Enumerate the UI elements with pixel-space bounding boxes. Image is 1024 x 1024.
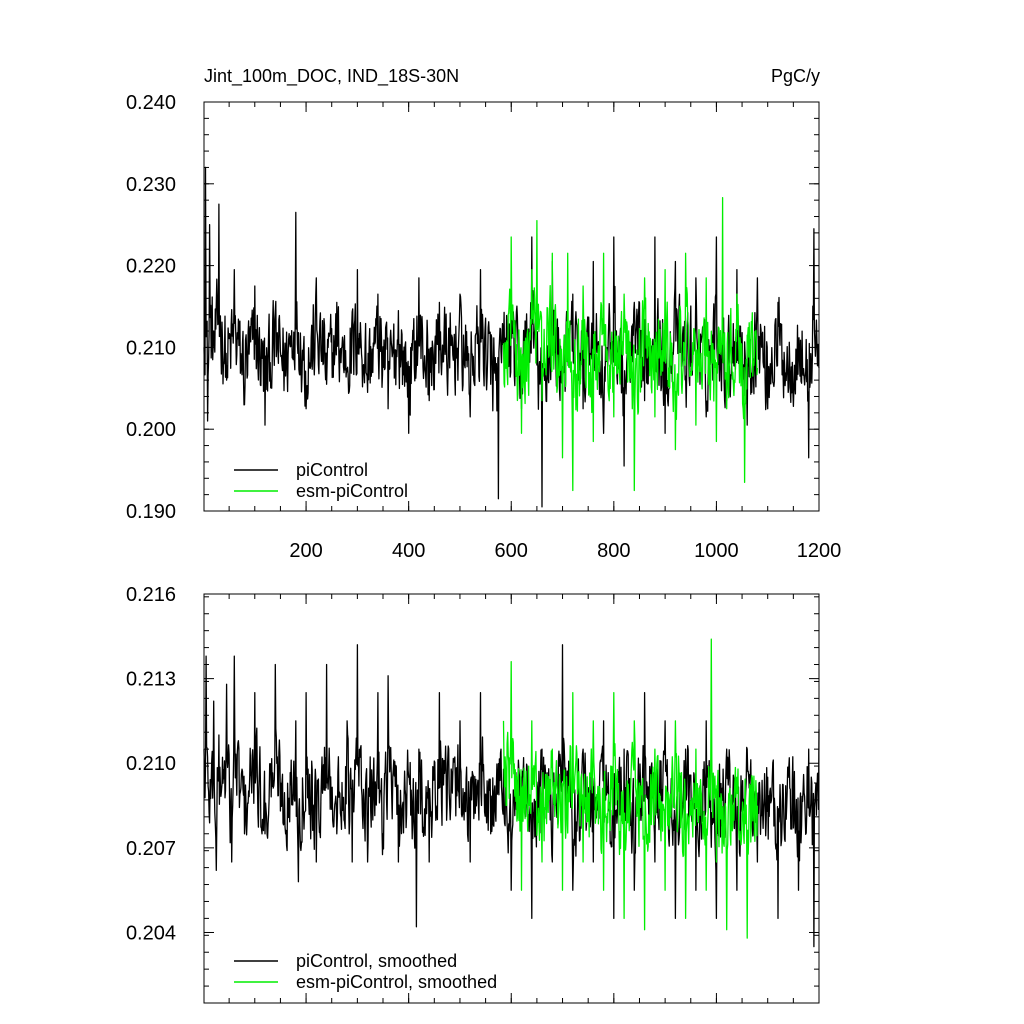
x-tick-label: 1200 (797, 540, 842, 562)
legend-label: piControl (296, 460, 368, 480)
series-line-esm-picontrol-smoothed (502, 638, 759, 939)
x-tick-label: 400 (392, 540, 425, 562)
y-tick-label: 0.230 (126, 174, 176, 196)
y-tick-label: 0.216 (126, 584, 176, 606)
panel-top: Jint_100m_DOC, IND_18S-30N PgC/y 0.1900.… (126, 66, 841, 562)
x-tick-labels-top: 200 400 600 800 1000 1200 (289, 540, 841, 562)
x-tick-label: 1000 (694, 540, 739, 562)
y-tick-labels-bottom: 0.204 0.207 0.210 0.213 0.216 (126, 584, 176, 944)
y-tick-label: 0.200 (126, 419, 176, 441)
legend-label: esm-piControl (296, 481, 408, 501)
tick-marks-bottom (204, 593, 820, 1004)
y-tick-label: 0.190 (126, 501, 176, 523)
panel-bottom: 0.204 0.207 0.210 0.213 0.216 piControl, smo… (126, 584, 820, 1004)
units-label: PgC/y (771, 66, 820, 86)
series-lines-bottom (203, 638, 820, 948)
x-tick-label: 800 (597, 540, 630, 562)
chart-title: Jint_100m_DOC, IND_18S-30N (204, 66, 459, 87)
tick-marks-top (204, 101, 820, 512)
y-tick-label: 0.213 (126, 669, 176, 691)
y-tick-label: 0.210 (126, 753, 176, 775)
x-tick-label: 600 (495, 540, 528, 562)
y-tick-label: 0.210 (126, 337, 176, 359)
series-lines-top (203, 166, 820, 508)
y-tick-label: 0.207 (126, 838, 176, 860)
y-tick-label: 0.220 (126, 256, 176, 278)
legend-label: piControl, smoothed (296, 951, 457, 971)
y-tick-label: 0.204 (126, 922, 176, 944)
x-tick-label: 200 (289, 540, 322, 562)
series-line-esm-picontrol (502, 197, 759, 492)
legend-label: esm-piControl, smoothed (296, 972, 497, 992)
y-tick-labels-top: 0.190 0.200 0.210 0.220 0.230 0.240 (126, 92, 176, 523)
series-line-picontrol-smoothed (203, 644, 820, 948)
y-tick-label: 0.240 (126, 92, 176, 114)
series-line-picontrol (203, 166, 820, 508)
